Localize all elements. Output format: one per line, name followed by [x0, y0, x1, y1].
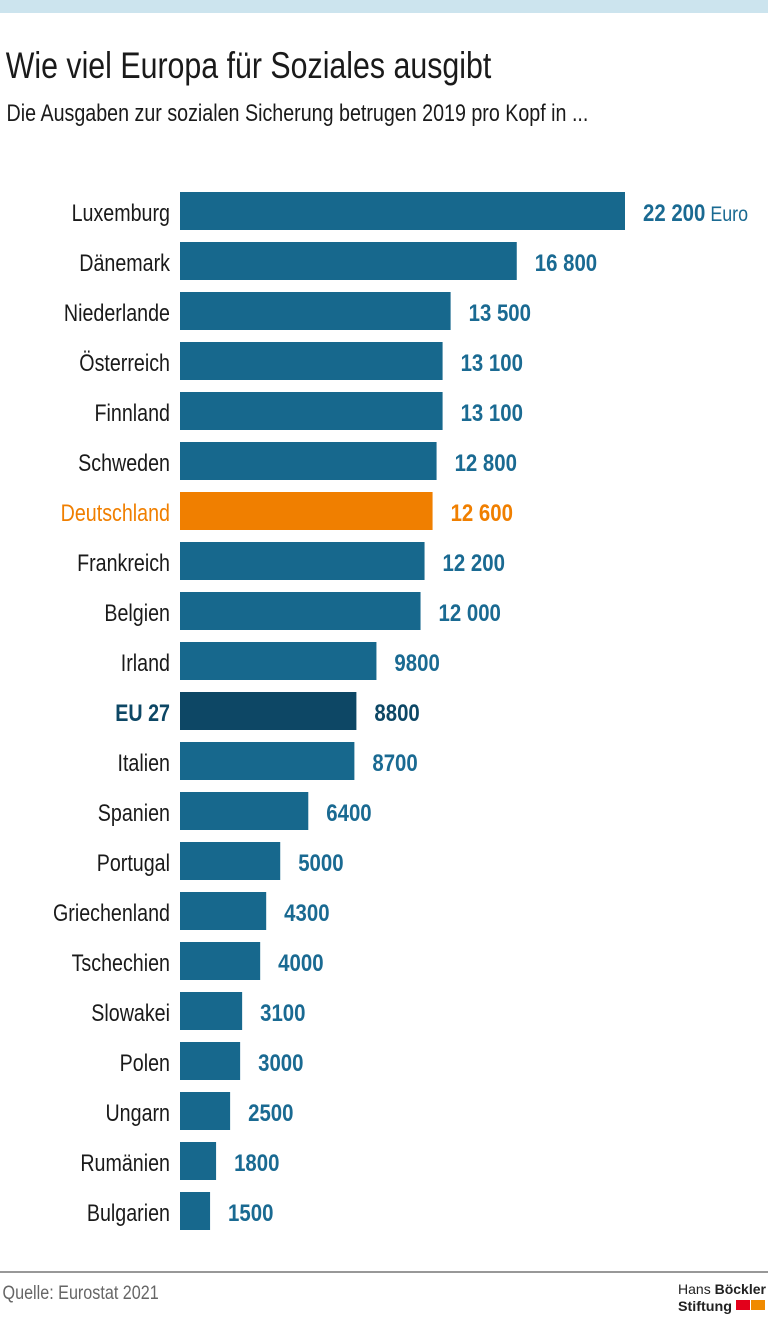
category-label: Deutschland — [61, 499, 170, 526]
value-label: 22 200 Euro — [643, 199, 748, 226]
bar-portugal — [180, 842, 281, 880]
value-label: 3100 — [260, 999, 305, 1026]
value-label: 8800 — [374, 699, 419, 726]
category-label: Italien — [117, 749, 170, 776]
value-label: 1800 — [234, 1149, 279, 1176]
svg-text:Hans Böckler: Hans Böckler — [678, 1281, 767, 1297]
value-label: 9800 — [394, 649, 439, 676]
category-label: Finnland — [95, 399, 170, 426]
bar-italien — [180, 742, 355, 780]
bar-spanien — [180, 792, 309, 830]
bar-rumänien — [180, 1142, 217, 1180]
bar-niederlande — [180, 292, 451, 330]
value-label: 12 200 — [443, 549, 505, 576]
header-band — [0, 0, 768, 13]
value-label: 8700 — [372, 749, 417, 776]
category-label: Österreich — [79, 349, 170, 376]
bar-ungarn — [180, 1092, 231, 1130]
category-label: Ungarn — [105, 1099, 170, 1126]
hans-boeckler-logo: Hans Böckler Stiftung — [678, 1281, 767, 1314]
category-label: Dänemark — [79, 249, 170, 276]
category-label: Irland — [121, 649, 170, 676]
bar-griechenland — [180, 892, 267, 930]
bar-bulgarien — [180, 1192, 211, 1230]
bar-eu-27 — [180, 692, 357, 730]
logo-stiftung: Stiftung — [678, 1298, 732, 1314]
logo-red-square — [736, 1300, 750, 1310]
value-label: 12 600 — [451, 499, 513, 526]
bar-tschechien — [180, 942, 261, 980]
bar-polen — [180, 1042, 241, 1080]
category-label: Griechenland — [53, 899, 170, 926]
value-label: 13 500 — [469, 299, 531, 326]
category-label: Bulgarien — [87, 1199, 170, 1226]
value-label: 4300 — [284, 899, 329, 926]
bar-slowakei — [180, 992, 243, 1030]
category-label: Rumänien — [80, 1149, 170, 1176]
logo-orange-square — [751, 1300, 765, 1310]
category-label: Tschechien — [72, 949, 170, 976]
category-label: Polen — [120, 1049, 170, 1076]
bar-österreich — [180, 342, 443, 380]
bar-finnland — [180, 392, 443, 430]
value-label: 6400 — [326, 799, 371, 826]
logo-boeckler: Böckler — [715, 1281, 767, 1297]
category-label: EU 27 — [115, 699, 170, 726]
value-label: 13 100 — [461, 349, 523, 376]
value-label: 1500 — [228, 1199, 273, 1226]
bar-frankreich — [180, 542, 425, 580]
bar-deutschland — [180, 492, 433, 530]
value-label: 12 800 — [455, 449, 517, 476]
value-label: 3000 — [258, 1049, 303, 1076]
source-note: Quelle: Eurostat 2021 — [3, 1282, 159, 1304]
value-label: 13 100 — [461, 399, 523, 426]
value-label: 12 000 — [439, 599, 501, 626]
bar-belgien — [180, 592, 421, 630]
category-label: Frankreich — [77, 549, 170, 576]
value-label: 4000 — [278, 949, 323, 976]
value-label: 2500 — [248, 1099, 293, 1126]
value-label: 16 800 — [535, 249, 597, 276]
logo-hans: Hans — [678, 1281, 711, 1297]
category-label: Schweden — [78, 449, 170, 476]
category-label: Niederlande — [64, 299, 170, 326]
chart-subtitle: Die Ausgaben zur sozialen Sicherung betr… — [7, 99, 589, 126]
bar-schweden — [180, 442, 437, 480]
bar-dänemark — [180, 242, 517, 280]
value-label: 5000 — [298, 849, 343, 876]
chart-title: Wie viel Europa für Soziales ausgibt — [6, 45, 492, 87]
category-label: Belgien — [104, 599, 170, 626]
category-label: Luxemburg — [72, 199, 170, 226]
unit-label: Euro — [705, 203, 748, 227]
category-label: Slowakei — [91, 999, 170, 1026]
category-label: Portugal — [97, 849, 170, 876]
category-label: Spanien — [98, 799, 170, 826]
bar-irland — [180, 642, 377, 680]
bar-luxemburg — [180, 192, 625, 230]
